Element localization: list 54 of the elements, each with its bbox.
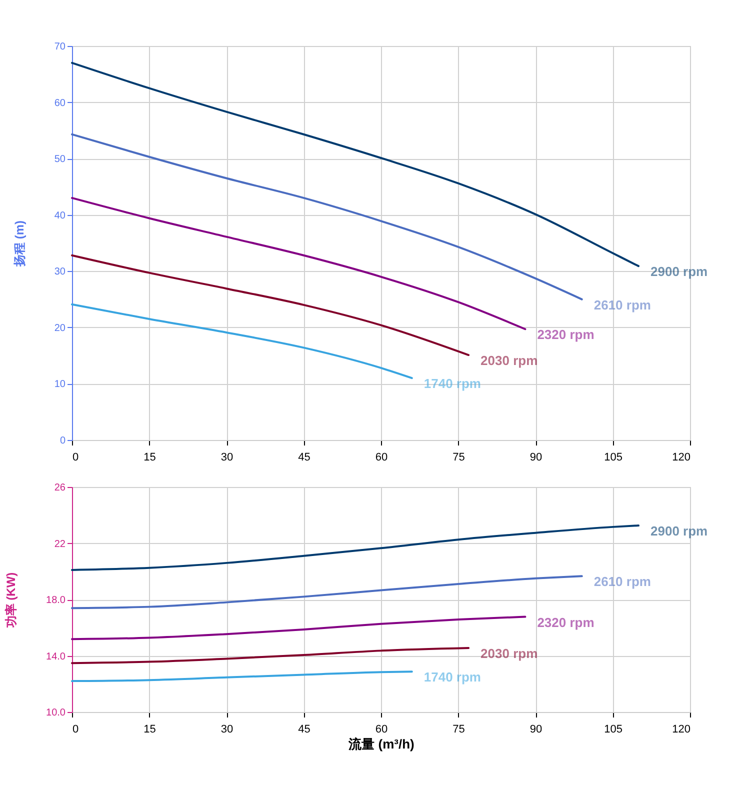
line-series bbox=[71, 196, 526, 330]
y-tick-label: 10 bbox=[54, 379, 66, 390]
x-axis-title: 流量 (m³/h) bbox=[348, 736, 414, 752]
y-tick-label: 0 bbox=[60, 436, 66, 446]
series-label: 2900 rpm bbox=[650, 264, 708, 280]
line-series bbox=[71, 303, 413, 380]
line-series bbox=[71, 670, 413, 682]
x-tick-label: 0 bbox=[72, 452, 79, 464]
x-tick-label: 15 bbox=[144, 452, 156, 464]
x-tick-label: 75 bbox=[452, 724, 465, 736]
series-label: 2320 rpm bbox=[537, 614, 594, 630]
x-tick-label: 75 bbox=[452, 452, 465, 464]
series-label: 1740 rpm bbox=[424, 670, 481, 685]
y-tick-label: 10.0 bbox=[46, 708, 66, 718]
x-tick-label: 30 bbox=[220, 452, 234, 464]
line-series bbox=[71, 133, 583, 300]
y-tick-label: 20 bbox=[54, 322, 66, 334]
x-tick-label: 60 bbox=[375, 724, 388, 736]
x-tick-label: 60 bbox=[375, 452, 388, 464]
x-tick-label: 0 bbox=[72, 724, 79, 736]
y-tick-label: 60 bbox=[54, 98, 66, 109]
x-tick-label: 105 bbox=[604, 724, 622, 736]
line-series bbox=[71, 62, 640, 268]
x-tick-label: 90 bbox=[530, 724, 542, 736]
y-tick-label: 14.0 bbox=[46, 651, 66, 662]
x-tick-label: 90 bbox=[530, 452, 542, 464]
line-series bbox=[71, 254, 470, 356]
x-tick-label: 120 bbox=[672, 724, 690, 736]
y-tick-label: 40 bbox=[54, 210, 66, 222]
x-tick-label: 45 bbox=[298, 724, 310, 736]
x-tick-label: 105 bbox=[604, 452, 622, 464]
series-label: 2030 rpm bbox=[480, 353, 538, 368]
series-label: 2030 rpm bbox=[480, 646, 538, 662]
series-label: 2610 rpm bbox=[594, 574, 651, 590]
y-tick-label: 18.0 bbox=[46, 595, 66, 606]
series-label: 2610 rpm bbox=[594, 297, 651, 312]
y-tick-label: 70 bbox=[54, 42, 66, 52]
series-label: 2900 rpm bbox=[650, 524, 708, 539]
x-tick-label: 120 bbox=[672, 452, 690, 464]
x-tick-label: 15 bbox=[144, 724, 156, 736]
y-tick-label: 50 bbox=[54, 154, 66, 166]
x-tick-label: 30 bbox=[220, 724, 234, 736]
line-series bbox=[71, 647, 470, 664]
line-series bbox=[71, 616, 526, 640]
series-label: 1740 rpm bbox=[424, 376, 481, 392]
line-series bbox=[71, 524, 640, 571]
y-tick-label: 22 bbox=[54, 538, 66, 550]
line-series bbox=[71, 575, 583, 610]
series-label: 2320 rpm bbox=[537, 327, 594, 342]
y-tick-label: 26 bbox=[54, 482, 66, 494]
y-axis-title: 功率 (KW) bbox=[4, 572, 18, 629]
y-axis-title: 扬程 (m) bbox=[12, 220, 26, 268]
x-tick-label: 45 bbox=[298, 452, 310, 464]
y-tick-label: 30 bbox=[54, 266, 66, 278]
